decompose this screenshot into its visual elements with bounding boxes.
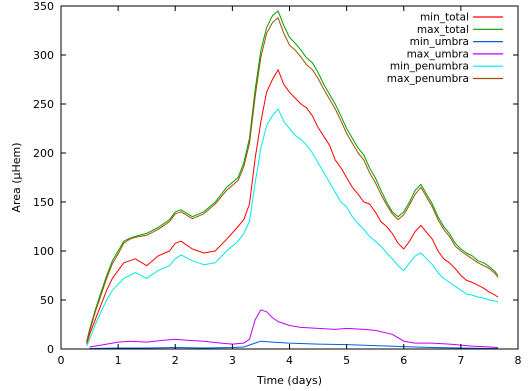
series-line-min-total — [86, 69, 499, 345]
x-tick-label: 8 — [515, 354, 522, 367]
legend-label-max-penumbra: max_penumbra — [387, 73, 469, 85]
legend-label-min-penumbra: min_penumbra — [390, 61, 469, 73]
y-tick-label: 100 — [33, 245, 54, 258]
y-tick-label: 200 — [33, 147, 54, 160]
legend-label-min-umbra: min_umbra — [410, 36, 469, 48]
series-line-max-penumbra — [86, 17, 499, 343]
y-tick-label: 250 — [33, 98, 54, 111]
y-tick-label: 50 — [40, 294, 54, 307]
x-tick-label: 0 — [58, 354, 65, 367]
x-tick-label: 1 — [115, 354, 122, 367]
ticks-layer: 0 1 2 3 4 5 6 7 8 0 50 100 150 200 250 300 350 — [33, 0, 522, 367]
series-line-max-umbra — [89, 309, 499, 348]
legend-label-max-umbra: max_umbra — [407, 48, 469, 60]
x-tick-label: 4 — [286, 354, 293, 367]
series-line-max-total — [86, 10, 499, 342]
x-axis-label: Time (days) — [256, 374, 322, 387]
legend-label-max-total: max_total — [417, 24, 469, 36]
x-tick-label: 6 — [400, 354, 407, 367]
series-line-min-penumbra — [86, 108, 499, 347]
y-tick-label: 300 — [33, 49, 54, 62]
legend: min_totalmax_totalmin_umbramax_umbramin_… — [387, 12, 503, 85]
x-tick-label: 7 — [457, 354, 464, 367]
y-axis-label: Area (μHem) — [10, 142, 23, 212]
y-tick-label: 0 — [47, 343, 54, 356]
x-tick-label: 2 — [172, 354, 179, 367]
y-tick-label: 150 — [33, 196, 54, 209]
legend-label-min-total: min_total — [420, 12, 469, 24]
series-line-min-umbra — [89, 340, 498, 349]
y-tick-label: 350 — [33, 0, 54, 13]
x-tick-label: 3 — [229, 354, 236, 367]
x-tick-label: 5 — [343, 354, 350, 367]
